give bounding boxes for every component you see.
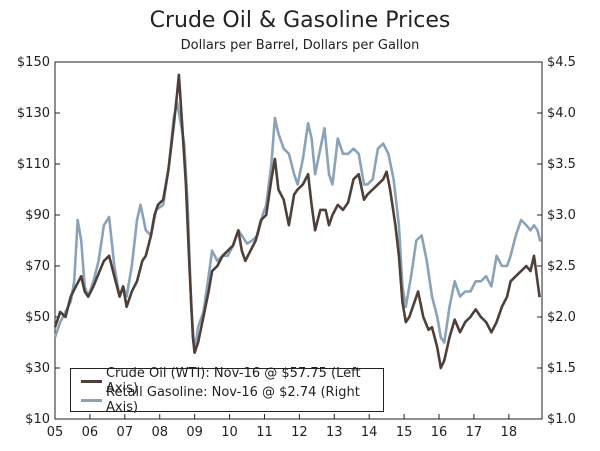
x-tick-label: 16 xyxy=(431,425,448,440)
x-tick-label: 18 xyxy=(501,425,518,440)
x-tick-label: 17 xyxy=(466,425,483,440)
left-tick-label: $10 xyxy=(25,412,50,427)
series-line-retail-gasoline xyxy=(53,101,542,354)
x-tick-label: 08 xyxy=(151,425,168,440)
legend-swatch-retail-gasoline xyxy=(81,398,103,402)
x-tick-label: 05 xyxy=(47,425,64,440)
left-tick-label: $110 xyxy=(17,157,50,172)
left-tick-label: $70 xyxy=(25,259,50,274)
chart-subtitle: Dollars per Barrel, Dollars per Gallon xyxy=(180,38,420,53)
x-axis: 05 06 07 08 09 10 11 12 13 14 15 16 17 18 xyxy=(47,414,517,440)
x-tick-label: 10 xyxy=(221,425,238,440)
right-tick-label: $3.0 xyxy=(547,208,576,223)
left-tick-label: $30 xyxy=(25,361,50,376)
x-tick-label: 13 xyxy=(326,425,343,440)
legend-label-retail-gasoline: Retail Gasoline: Nov-16 @ $2.74 (Right A… xyxy=(106,385,360,415)
plot-frame xyxy=(54,61,543,420)
right-tick-label: $2.5 xyxy=(547,259,576,274)
right-tick-label: $4.0 xyxy=(547,106,576,121)
series-line-crude-oil xyxy=(53,73,541,370)
right-tick-label: $1.0 xyxy=(547,412,576,427)
x-tick-label: 06 xyxy=(82,425,99,440)
series-layer xyxy=(53,73,542,370)
right-tick-label: $1.5 xyxy=(547,361,576,376)
x-tick-label: 12 xyxy=(291,425,308,440)
left-tick-label: $90 xyxy=(25,208,50,223)
right-axis: $1.0 $1.5 $2.0 $2.5 $3.0 $3.5 $4.0 $4.5 xyxy=(537,55,576,427)
x-tick-label: 09 xyxy=(186,425,203,440)
right-tick-label: $2.0 xyxy=(547,310,576,325)
legend-item-crude-oil: Crude Oil (WTI): Nov-16 @ $57.75 (Left A… xyxy=(81,366,383,396)
x-tick-label: 11 xyxy=(256,425,273,440)
left-tick-label: $150 xyxy=(17,55,50,70)
right-tick-label: $4.5 xyxy=(547,55,576,70)
legend-swatch-crude-oil xyxy=(81,379,102,383)
legend-label-crude-oil: Crude Oil (WTI): Nov-16 @ $57.75 (Left A… xyxy=(105,366,361,396)
left-axis: $10 $30 $50 $70 $90 $110 $130 $150 xyxy=(17,55,60,427)
legend-item-retail-gasoline: Retail Gasoline: Nov-16 @ $2.74 (Right A… xyxy=(81,385,383,415)
x-tick-label: 14 xyxy=(361,425,378,440)
x-tick-label: 07 xyxy=(117,425,134,440)
x-tick-label: 15 xyxy=(396,425,413,440)
left-tick-label: $50 xyxy=(25,310,50,325)
legend: Crude Oil (WTI): Nov-16 @ $57.75 (Left A… xyxy=(70,366,384,415)
right-tick-label: $3.5 xyxy=(547,157,576,172)
chart-title: Crude Oil & Gasoline Prices xyxy=(149,8,451,33)
left-tick-label: $130 xyxy=(17,106,50,121)
